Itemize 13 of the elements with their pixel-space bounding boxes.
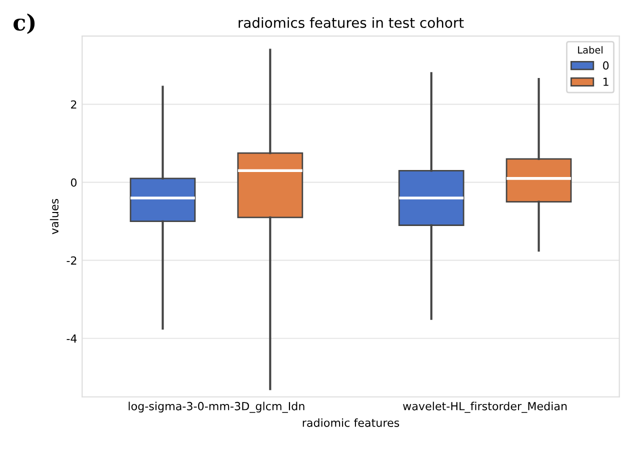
x-tick-label: wavelet-HL_firstorder_Median — [403, 402, 567, 413]
text: c) — [14, 14, 35, 34]
y-tick-label: 2 — [71, 100, 76, 109]
y-tick-label: -4 — [66, 334, 77, 343]
y-tick-label: -2 — [66, 256, 76, 265]
legend-title: Label — [578, 46, 602, 54]
y-axis-title: values — [50, 198, 59, 234]
x-axis-title: radiomic features — [302, 418, 400, 427]
chart-title: radiomics features in test cohort — [238, 17, 464, 28]
legend-label: 1 — [604, 78, 608, 86]
x-tick-label: log-sigma-3-0-mm-3D_glcm_Idn — [128, 402, 304, 413]
legend-label: 0 — [603, 61, 609, 70]
y-tick-label: 0 — [70, 178, 77, 187]
